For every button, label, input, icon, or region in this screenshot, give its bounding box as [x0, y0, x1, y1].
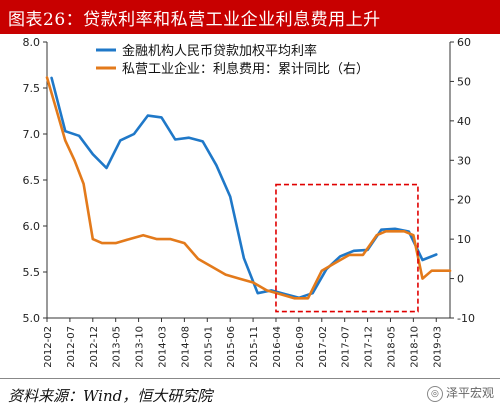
legend-label-2: 私营工业企业：利息费用：累计同比（右）	[122, 61, 369, 77]
x-tick-label: 2016-04	[272, 326, 283, 368]
x-tick-label: 2018-10	[409, 326, 420, 368]
x-tick-label: 2018-05	[386, 326, 397, 368]
x-tick-label: 2012-07	[66, 326, 77, 368]
x-tick-label: 2012-12	[89, 326, 100, 368]
y-left-tick-label: 6.5	[23, 174, 41, 187]
y-left-tick-label: 5.5	[23, 266, 41, 279]
page-title: 图表26：贷款利率和私营工业企业利息费用上升	[8, 10, 381, 30]
y-left-tick-label: 7.0	[23, 128, 41, 141]
divider	[0, 378, 500, 379]
y-right-tick-label: 60	[457, 36, 471, 49]
x-tick-label: 2017-02	[318, 326, 329, 368]
x-tick-label: 2016-09	[295, 326, 306, 368]
watermark: ◎ 泽平宏观	[426, 384, 494, 402]
y-left-tick-label: 5.0	[23, 312, 41, 325]
series-line-1	[50, 76, 438, 300]
x-tick-label: 2014-03	[157, 326, 168, 368]
y-right-tick-label: 50	[457, 75, 471, 88]
x-tick-label: 2012-02	[43, 326, 54, 368]
x-tick-label: 2013-10	[135, 326, 146, 368]
series-line-2	[45, 76, 452, 300]
watermark-text: 泽平宏观	[445, 386, 494, 400]
y-right-tick-label: 0	[457, 273, 464, 286]
y-right-tick-label: 40	[457, 115, 471, 128]
y-left-tick-label: 6.0	[23, 220, 41, 233]
x-tick-label: 2014-08	[180, 326, 191, 368]
x-tick-label: 2015-11	[249, 326, 260, 368]
legend-label-1: 金融机构人民币贷款加权平均利率	[122, 43, 317, 59]
x-tick-label: 2019-03	[432, 326, 443, 368]
x-tick-label: 2017-12	[364, 326, 375, 368]
chart: 5.0 5.5 6.0 6.5 7.0 7.5 8.0 -10 0 10 20 30 40 50 60 201…	[23, 36, 475, 368]
y-left-tick-label: 8.0	[23, 36, 41, 49]
x-tick-label: 2013-05	[112, 326, 123, 368]
y-left-tick-label: 7.5	[23, 82, 41, 95]
title-bar: 图表26：贷款利率和私营工业企业利息费用上升	[0, 0, 500, 34]
y-right-tick-label: 10	[457, 233, 471, 246]
highlight-box	[275, 183, 419, 313]
y-right-tick-label: 20	[457, 194, 471, 207]
wechat-icon: ◎	[426, 385, 443, 402]
source-note: 资料来源：Wind，恒大研究院	[8, 387, 213, 405]
y-right-tick-label: 30	[457, 154, 471, 167]
x-tick-label: 2015-06	[226, 326, 237, 368]
y-right-tick-label: -10	[457, 312, 475, 325]
x-tick-label: 2017-07	[341, 326, 352, 368]
x-tick-label: 2015-01	[203, 326, 214, 368]
